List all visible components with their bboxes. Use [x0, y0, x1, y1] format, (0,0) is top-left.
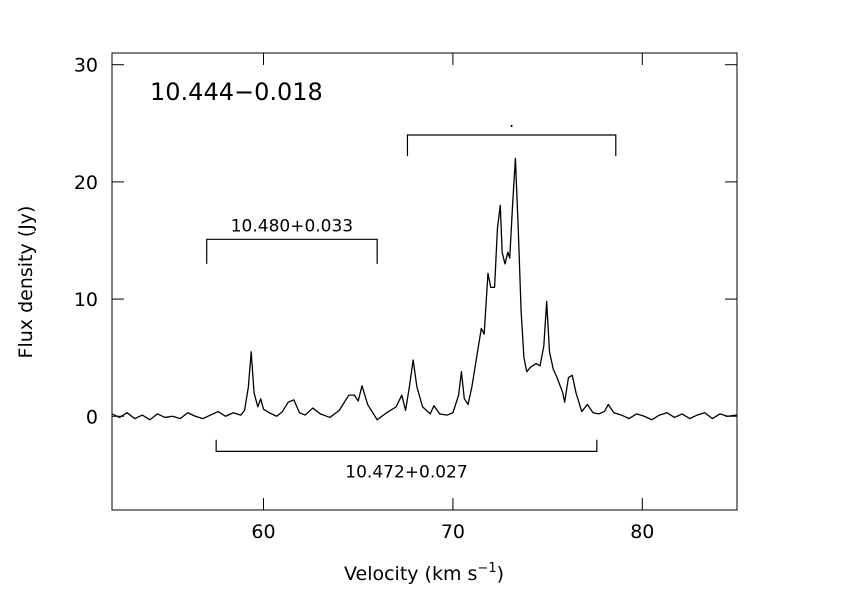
- plot-frame: [111, 52, 738, 511]
- chart-title: 10.444−0.018: [150, 78, 323, 106]
- x-tick-label: 60: [251, 521, 275, 543]
- y-tick-label: 20: [74, 172, 98, 194]
- x-axis-label: Velocity (km s−1): [344, 561, 504, 585]
- y-tick-label: 30: [74, 55, 98, 77]
- x-tick-label: 70: [441, 521, 465, 543]
- y-axis-label: Flux density (Jy): [15, 206, 37, 359]
- y-tick-label: 10: [74, 289, 98, 311]
- spectrum-line: [111, 157, 738, 421]
- bracket-label: .: [509, 112, 514, 132]
- bracket: [206, 238, 378, 264]
- x-tick-label: 80: [630, 521, 654, 543]
- bracket-label: 10.480+0.033: [231, 216, 353, 236]
- bracket-label: 10.472+0.027: [345, 462, 467, 482]
- bracket: [215, 439, 598, 453]
- x-label-tail: ): [497, 563, 504, 585]
- bracket: [406, 134, 617, 157]
- x-label-text: Velocity (km s: [344, 563, 477, 585]
- x-label-sup: −1: [477, 561, 496, 576]
- y-tick-label: 0: [86, 406, 98, 428]
